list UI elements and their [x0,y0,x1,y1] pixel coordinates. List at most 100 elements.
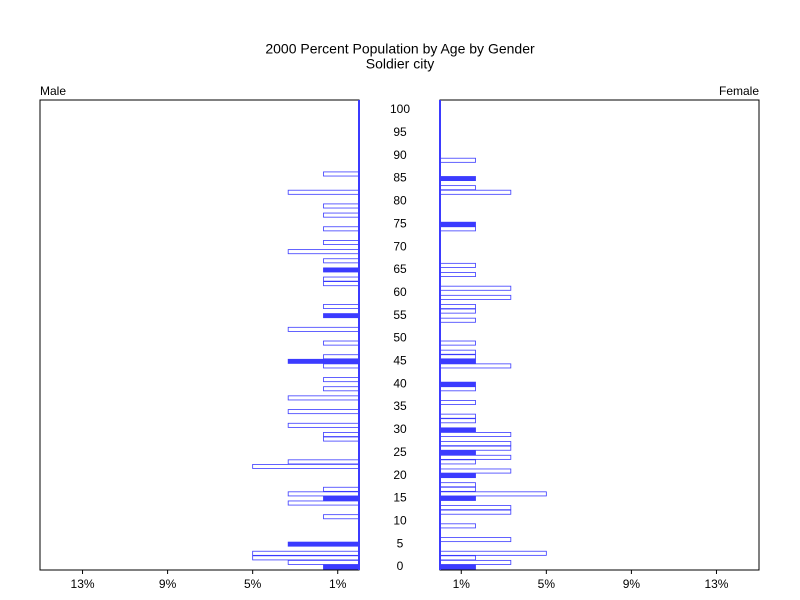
bar [439,381,476,387]
x-tick-label: 13% [704,577,728,591]
bar [439,523,476,529]
y-tick-label: 30 [393,422,407,436]
bar [323,267,360,273]
x-tick-label: 9% [623,577,641,591]
y-tick-label: 65 [393,262,407,276]
bar [323,240,360,245]
x-tick-label: 5% [244,577,262,591]
bar [439,363,512,369]
bar [439,509,512,515]
bar [287,189,360,195]
bar [439,427,476,433]
bar [252,464,360,469]
bar [323,258,360,264]
bar [439,285,512,291]
y-tick-label: 75 [393,216,407,230]
bar [323,276,360,282]
bar [439,185,476,191]
bar [439,226,476,232]
bar [439,272,476,277]
y-tick-label: 70 [393,239,407,253]
bar [439,491,547,497]
bar [323,363,360,369]
y-tick-label: 100 [390,102,410,116]
chart-title: 2000 Percent Population by Age by Gender [265,41,535,57]
bar [439,445,512,451]
x-tick-label: 1% [453,577,471,591]
bar [439,486,476,492]
y-tick-label: 0 [397,559,404,573]
bar [439,413,476,419]
bar [323,281,360,287]
y-tick-label: 85 [393,171,407,185]
bar [439,386,476,392]
bar [439,550,547,556]
bar [439,432,512,437]
y-tick-label: 95 [393,125,407,139]
bar [439,564,476,570]
y-tick-label: 40 [393,376,407,390]
x-tick-label: 9% [159,577,177,591]
bar [287,541,360,547]
bar [287,358,360,364]
bar [323,514,360,520]
bar [439,262,476,268]
y-tick-label: 25 [393,445,407,459]
bar [439,304,476,309]
bar [439,189,512,195]
bar [323,564,360,570]
bar [323,495,360,501]
bar [323,171,360,177]
bar [287,249,360,255]
bar [323,377,360,383]
y-tick-label: 5 [397,536,404,550]
bar [439,418,476,424]
bar [323,436,360,442]
bar [323,212,360,218]
bar [287,422,360,428]
x-tick-label: 1% [329,577,347,591]
y-tick-label: 90 [393,148,407,162]
bar [323,313,360,319]
y-tick-label: 10 [393,513,407,527]
y-tick-label: 20 [393,468,407,482]
bar [439,473,476,479]
y-tick-label: 50 [393,331,407,345]
panel-label: Male [40,84,66,98]
bar [439,450,476,456]
bar [323,432,360,437]
bar [439,308,476,314]
bar [252,555,360,561]
bar [439,559,512,565]
bar [323,486,360,492]
y-tick-label: 60 [393,285,407,299]
bar [323,386,360,392]
y-tick-label: 15 [393,491,407,505]
bar [287,500,360,506]
bar [439,537,512,543]
x-tick-label: 5% [538,577,556,591]
bar [439,294,512,300]
bar [439,157,476,163]
bar [323,203,360,209]
bar [439,354,476,360]
bar [323,304,360,309]
bar [287,459,360,465]
bar [439,340,476,346]
bar [287,326,360,332]
bar [323,226,360,232]
bar [439,400,476,405]
bar [287,409,360,415]
bar [287,491,360,497]
chart-subtitle: Soldier city [366,56,434,72]
y-tick-label: 45 [393,354,407,368]
y-tick-label: 55 [393,308,407,322]
female-frame [439,99,760,571]
bar [439,317,476,323]
bar [439,221,476,227]
bar [439,441,512,447]
bar [439,495,476,501]
bar [252,550,360,556]
bar [439,555,476,561]
